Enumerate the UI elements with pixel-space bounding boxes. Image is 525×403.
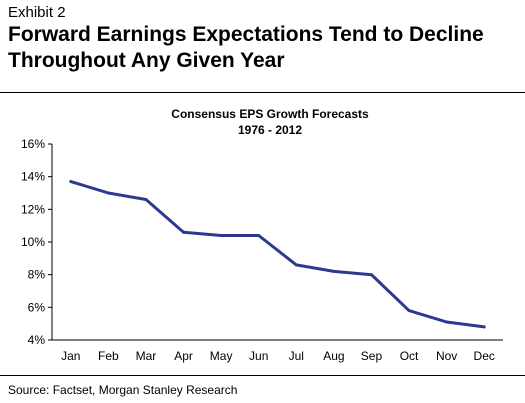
x-tick-label: Nov bbox=[436, 349, 457, 363]
headline-line-2: Throughout Any Given Year bbox=[8, 49, 285, 72]
y-tick-label: 16% bbox=[21, 137, 45, 151]
exhibit-label: Exhibit 2 bbox=[8, 4, 66, 21]
chart-title: Consensus EPS Growth Forecasts bbox=[171, 107, 369, 121]
x-tick-label: Dec bbox=[474, 349, 495, 363]
y-tick-label: 12% bbox=[21, 202, 45, 216]
x-tick-label: Mar bbox=[136, 349, 157, 363]
y-tick-label: 10% bbox=[21, 235, 45, 249]
data-point bbox=[257, 234, 261, 237]
chart-subtitle: 1976 - 2012 bbox=[238, 123, 302, 137]
y-tick-label: 8% bbox=[28, 268, 46, 282]
line-chart: Consensus EPS Growth Forecasts 1976 - 20… bbox=[21, 107, 503, 363]
data-point bbox=[69, 180, 73, 183]
x-tick-label: May bbox=[210, 349, 233, 363]
x-tick-label: Jun bbox=[249, 349, 268, 363]
series-line bbox=[69, 180, 486, 329]
headline-line-1: Forward Earnings Expectations Tend to De… bbox=[8, 23, 484, 46]
x-tick-label: Jul bbox=[289, 349, 304, 363]
x-tick-label: Feb bbox=[98, 349, 119, 363]
x-tick-label: Jan bbox=[61, 349, 80, 363]
headline: Forward Earnings Expectations Tend to De… bbox=[8, 22, 518, 74]
y-tick-label: 4% bbox=[28, 333, 46, 347]
y-tick-label: 14% bbox=[21, 170, 45, 184]
data-point bbox=[445, 320, 449, 324]
data-point bbox=[106, 191, 110, 195]
top-divider bbox=[0, 92, 525, 93]
y-tick-label: 6% bbox=[28, 300, 46, 314]
data-point bbox=[144, 198, 148, 201]
x-tick-label: Apr bbox=[174, 349, 193, 363]
data-point bbox=[482, 325, 486, 329]
data-point bbox=[294, 263, 298, 267]
x-tick-label: Sep bbox=[361, 349, 383, 363]
data-point bbox=[182, 230, 185, 234]
bottom-divider bbox=[0, 375, 525, 376]
x-tick-label: Oct bbox=[400, 349, 419, 363]
data-point bbox=[219, 234, 223, 237]
data-point bbox=[407, 309, 411, 312]
data-point bbox=[370, 273, 373, 277]
x-tick-label: Aug bbox=[323, 349, 344, 363]
source-note: Source: Factset, Morgan Stanley Research bbox=[8, 383, 238, 397]
data-point bbox=[332, 270, 336, 273]
